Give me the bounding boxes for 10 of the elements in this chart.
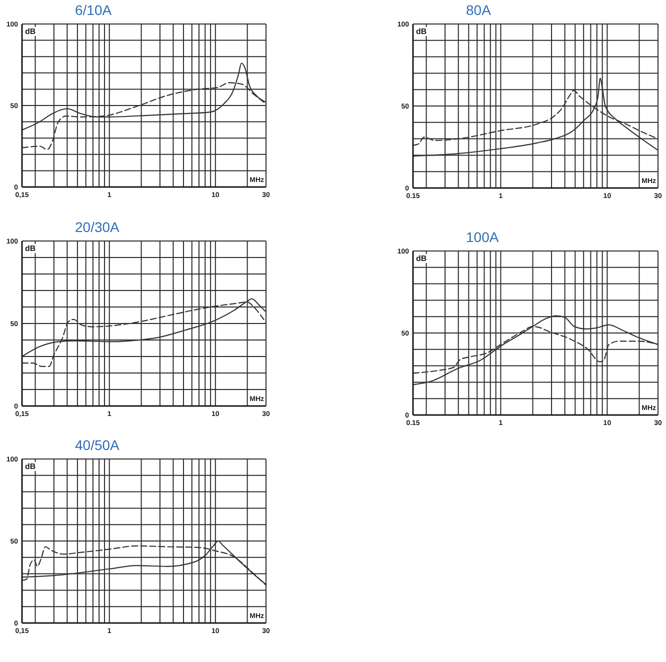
chart-title: 80A xyxy=(466,2,491,18)
y-axis-title: dB xyxy=(25,244,36,253)
y-axis-title: dB xyxy=(25,462,36,471)
chart-title: 100A xyxy=(466,229,499,245)
y-axis-title: dB xyxy=(416,27,427,36)
chart-title: 20/30A xyxy=(75,219,120,235)
chart-title: 40/50A xyxy=(75,437,120,453)
y-axis-title: dB xyxy=(416,254,427,263)
chart-title: 6/10A xyxy=(75,2,112,18)
y-axis-title: dB xyxy=(25,27,36,36)
